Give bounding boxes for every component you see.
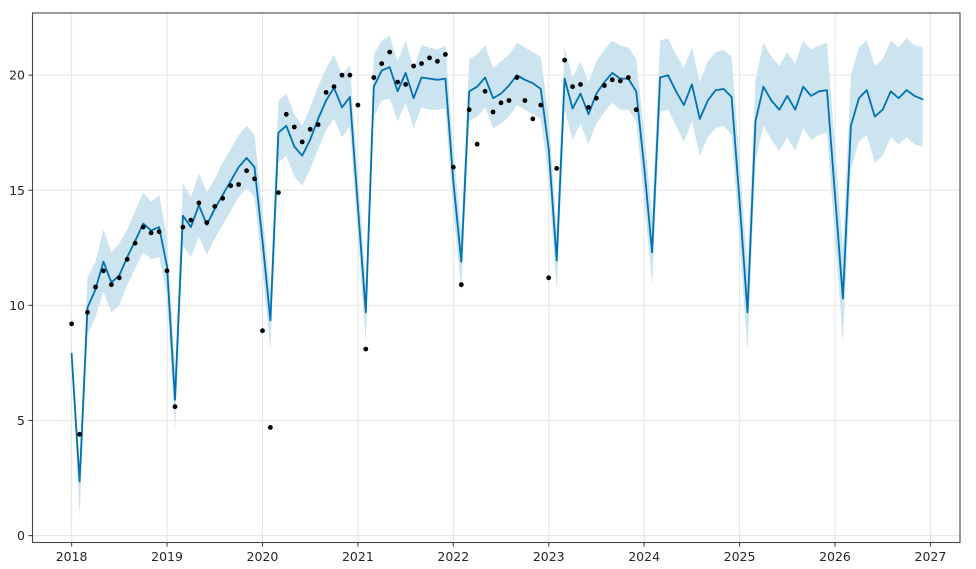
observed-point	[347, 72, 353, 78]
observed-point	[291, 124, 297, 130]
x-tick-label-2023: 2023	[533, 549, 565, 564]
y-tick-label-15: 15	[9, 183, 25, 198]
observed-point	[435, 58, 440, 64]
observed-point	[101, 268, 106, 274]
observed-point	[109, 282, 114, 288]
observed-point	[196, 200, 202, 206]
observed-point	[490, 109, 496, 115]
observed-point	[443, 52, 448, 57]
x-tick-label-2022: 2022	[437, 549, 469, 564]
observed-point	[498, 100, 504, 106]
observed-point	[355, 102, 361, 108]
observed-point	[307, 126, 313, 132]
observed-point	[132, 240, 138, 246]
x-tick-label-2020: 2020	[247, 549, 279, 564]
y-tick-label-0: 0	[17, 528, 25, 543]
observed-point	[403, 82, 408, 87]
observed-point	[339, 72, 345, 78]
observed-point	[228, 183, 234, 189]
observed-point	[633, 107, 639, 113]
observed-point	[124, 256, 130, 262]
observed-point	[379, 61, 385, 66]
observed-point	[371, 75, 377, 80]
observed-point	[514, 75, 520, 80]
observed-point	[204, 220, 210, 225]
observed-point	[268, 425, 273, 430]
observed-point	[522, 98, 528, 103]
x-tick-label-2025: 2025	[724, 549, 756, 564]
plot-area-border	[31, 12, 961, 544]
y-tick-label-10: 10	[9, 298, 25, 313]
observed-point	[427, 55, 432, 61]
observed-point	[554, 166, 560, 171]
observed-point	[244, 168, 250, 174]
observed-point	[578, 82, 583, 87]
x-tick-label-2018: 2018	[56, 549, 88, 564]
x-tick-label-2026: 2026	[819, 549, 851, 564]
observed-point	[180, 224, 186, 230]
observed-point	[212, 204, 218, 209]
x-tick-label-2019: 2019	[151, 549, 183, 564]
observed-point	[260, 328, 265, 334]
observed-point	[188, 217, 194, 223]
observed-point	[411, 63, 416, 69]
y-tick-label-20: 20	[9, 68, 25, 83]
observed-point	[562, 57, 567, 63]
observed-point	[506, 98, 512, 103]
observed-point	[586, 105, 591, 110]
observed-point	[148, 230, 154, 236]
observed-point	[617, 78, 623, 84]
y-tick-label-5: 5	[17, 413, 25, 428]
observed-point	[236, 182, 242, 187]
observed-point	[395, 79, 400, 85]
observed-point	[609, 77, 615, 83]
observed-point	[323, 90, 329, 95]
uncertainty-band	[71, 36, 923, 515]
x-tick-label-2021: 2021	[342, 549, 374, 564]
observed-point	[77, 431, 82, 437]
observed-point	[594, 95, 599, 101]
observed-point	[466, 107, 472, 113]
observed-point	[283, 111, 289, 117]
observed-point	[252, 176, 257, 182]
observed-point	[93, 284, 98, 290]
observed-point	[450, 164, 456, 170]
observed-point	[482, 88, 488, 94]
observed-point	[458, 282, 464, 288]
observed-point	[474, 141, 480, 147]
observed-point	[69, 321, 74, 327]
observed-point	[546, 275, 552, 281]
forecast-line	[70, 66, 924, 483]
x-tick-label-2027: 2027	[915, 549, 947, 564]
observed-point	[85, 309, 90, 315]
observed-point	[276, 190, 281, 196]
observed-point	[220, 195, 226, 201]
observed-point	[570, 84, 575, 90]
observed-point	[538, 102, 544, 108]
observed-point	[156, 229, 162, 235]
observed-point	[387, 49, 393, 55]
observed-point	[116, 275, 122, 281]
observed-point	[530, 116, 536, 122]
observed-point	[363, 346, 369, 352]
observed-point	[331, 84, 337, 90]
observed-point	[172, 404, 178, 410]
observed-point	[625, 75, 631, 80]
observed-point	[140, 224, 146, 230]
x-tick-label-2024: 2024	[628, 549, 660, 564]
observed-point	[602, 83, 607, 88]
observed-point	[164, 268, 170, 274]
observed-point	[315, 122, 321, 128]
observed-point	[299, 139, 305, 145]
observed-point	[419, 61, 424, 66]
